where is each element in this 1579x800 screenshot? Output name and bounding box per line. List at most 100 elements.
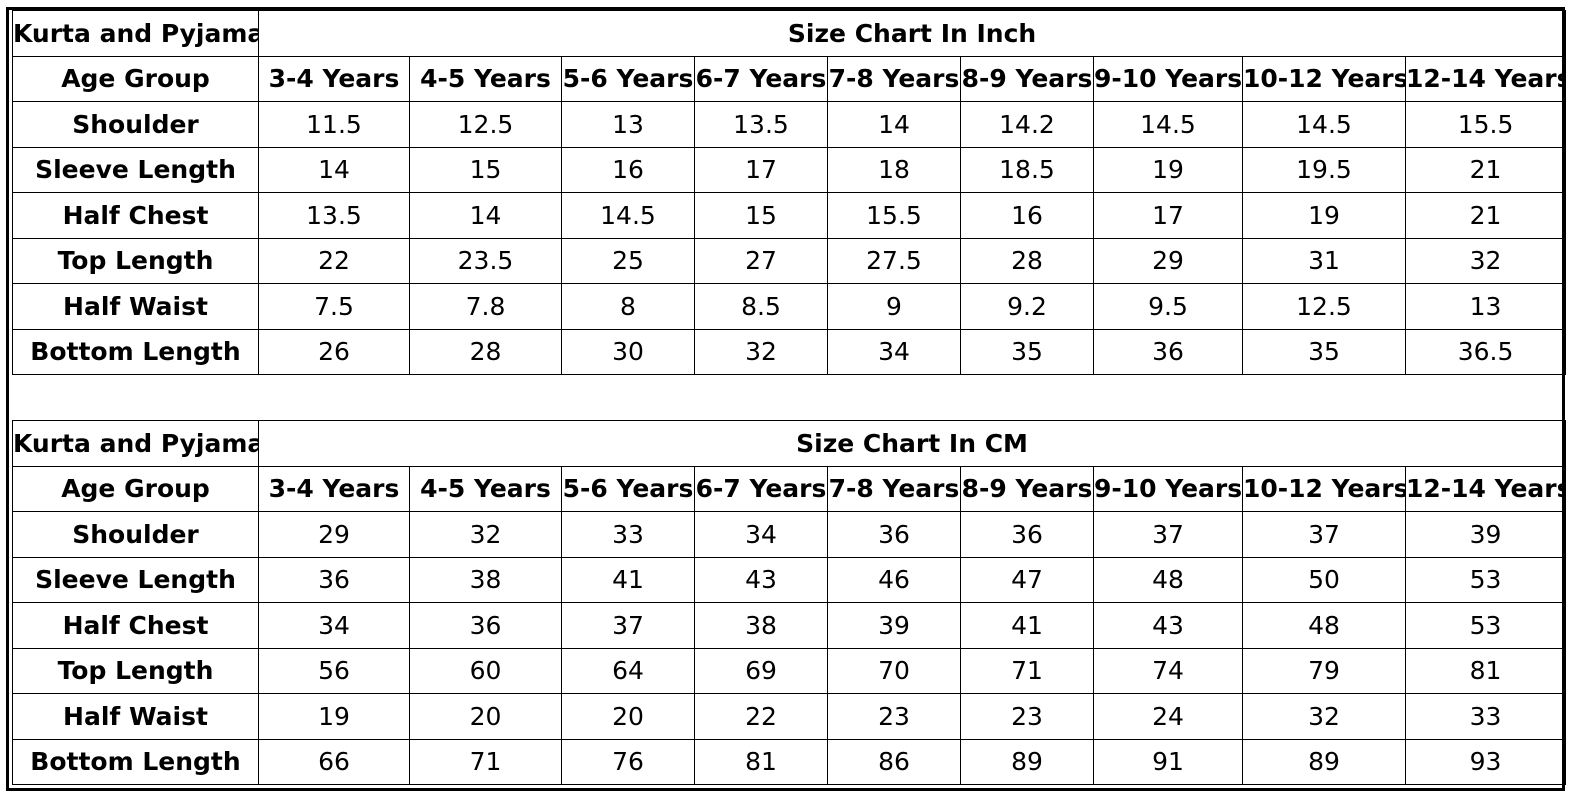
- age-column-header: 10-12 Years: [1242, 465, 1406, 512]
- size-chart-sheet: Kurta and Pyjama Size Chart In Inch Age Gr…: [6, 7, 1567, 791]
- measurement-label: Half Waist: [12, 693, 259, 740]
- measurement-row: Half Waist 19 20 20 22 23 23 24 32 33: [12, 693, 1567, 740]
- measurement-value: 37: [561, 602, 695, 649]
- measurement-value: 8: [561, 283, 695, 330]
- measurement-label: Sleeve Length: [12, 556, 259, 603]
- measurement-value: 38: [694, 602, 828, 649]
- age-group-label: Age Group: [12, 55, 259, 102]
- measurement-label: Top Length: [12, 647, 259, 694]
- measurement-value: 33: [561, 511, 695, 558]
- age-column-header: 3-4 Years: [258, 465, 410, 512]
- measurement-value: 14.5: [1093, 101, 1243, 148]
- measurement-value: 36: [960, 511, 1094, 558]
- measurement-value: 47: [960, 556, 1094, 603]
- spacer-row: [9, 380, 1562, 420]
- measurement-value: 30: [561, 328, 695, 375]
- age-column-header: 8-9 Years: [960, 55, 1094, 102]
- measurement-value: 19: [258, 693, 410, 740]
- size-chart-cm-table: Kurta and Pyjama Size Chart In CM Age Grou…: [12, 420, 1567, 785]
- measurement-value: 24: [1093, 693, 1243, 740]
- corner-label: Kurta and Pyjama: [12, 10, 259, 57]
- measurement-value: 14: [409, 192, 562, 239]
- measurement-value: 7.8: [409, 283, 562, 330]
- measurement-value: 20: [409, 693, 562, 740]
- age-group-row: Age Group 3-4 Years 4-5 Years 5-6 Years 6-7 …: [12, 465, 1567, 512]
- measurement-value: 64: [561, 647, 695, 694]
- measurement-value: 48: [1242, 602, 1406, 649]
- measurement-value: 39: [827, 602, 961, 649]
- measurement-value: 11.5: [258, 101, 410, 148]
- measurement-value: 31: [1242, 237, 1406, 284]
- age-column-header: 9-10 Years: [1093, 465, 1243, 512]
- age-column-header: 7-8 Years: [827, 55, 961, 102]
- measurement-value: 9.5: [1093, 283, 1243, 330]
- measurement-value: 9: [827, 283, 961, 330]
- measurement-value: 48: [1093, 556, 1243, 603]
- measurement-value: 50: [1242, 556, 1406, 603]
- measurement-row: Sleeve Length 14 15 16 17 18 18.5 19 19.5 21: [12, 146, 1567, 193]
- measurement-value: 15: [409, 146, 562, 193]
- measurement-row: Half Chest 13.5 14 14.5 15 15.5 16 17 19 21: [12, 192, 1567, 239]
- title-row: Kurta and Pyjama Size Chart In Inch: [12, 10, 1567, 57]
- age-column-header: 7-8 Years: [827, 465, 961, 512]
- measurement-value: 76: [561, 738, 695, 785]
- measurement-row: Half Chest 34 36 37 38 39 41 43 48 53: [12, 602, 1567, 649]
- measurement-value: 16: [960, 192, 1094, 239]
- measurement-value: 15: [694, 192, 828, 239]
- measurement-value: 13: [561, 101, 695, 148]
- measurement-value: 21: [1404, 192, 1567, 239]
- measurement-row: Shoulder 29 32 33 34 36 36 37 37 39: [12, 511, 1567, 558]
- measurement-value: 27: [694, 237, 828, 284]
- measurement-row: Sleeve Length 36 38 41 43 46 47 48 50 53: [12, 556, 1567, 603]
- age-column-header: 4-5 Years: [409, 465, 562, 512]
- measurement-value: 53: [1404, 602, 1567, 649]
- measurement-label: Bottom Length: [12, 738, 259, 785]
- measurement-value: 7.5: [258, 283, 410, 330]
- measurement-value: 34: [827, 328, 961, 375]
- measurement-label: Shoulder: [12, 511, 259, 558]
- measurement-value: 29: [1093, 237, 1243, 284]
- age-column-header: 12-14 Years: [1404, 465, 1567, 512]
- corner-label: Kurta and Pyjama: [12, 420, 259, 467]
- measurement-value: 19: [1242, 192, 1406, 239]
- measurement-value: 19: [1093, 146, 1243, 193]
- age-column-header: 3-4 Years: [258, 55, 410, 102]
- measurement-value: 15.5: [1404, 101, 1567, 148]
- measurement-value: 36: [827, 511, 961, 558]
- age-column-header: 5-6 Years: [561, 55, 695, 102]
- measurement-value: 26: [258, 328, 410, 375]
- measurement-value: 91: [1093, 738, 1243, 785]
- measurement-value: 25: [561, 237, 695, 284]
- measurement-value: 43: [1093, 602, 1243, 649]
- measurement-value: 39: [1404, 511, 1567, 558]
- measurement-row: Bottom Length 66 71 76 81 86 89 91 89 93: [12, 738, 1567, 785]
- measurement-row: Shoulder 11.5 12.5 13 13.5 14 14.2 14.5 14.5 15.5: [12, 101, 1567, 148]
- measurement-value: 66: [258, 738, 410, 785]
- chart-title: Size Chart In Inch: [257, 10, 1567, 57]
- measurement-value: 36: [258, 556, 410, 603]
- measurement-value: 14.5: [1242, 101, 1406, 148]
- measurement-value: 37: [1093, 511, 1243, 558]
- measurement-row: Half Waist 7.5 7.8 8 8.5 9 9.2 9.5 12.5 13: [12, 283, 1567, 330]
- measurement-value: 70: [827, 647, 961, 694]
- measurement-value: 79: [1242, 647, 1406, 694]
- measurement-value: 56: [258, 647, 410, 694]
- measurement-value: 13.5: [258, 192, 410, 239]
- age-column-header: 12-14 Years: [1404, 55, 1567, 102]
- measurement-label: Sleeve Length: [12, 146, 259, 193]
- measurement-value: 81: [1404, 647, 1567, 694]
- measurement-value: 60: [409, 647, 562, 694]
- measurement-value: 35: [960, 328, 1094, 375]
- measurement-value: 53: [1404, 556, 1567, 603]
- age-column-header: 6-7 Years: [694, 465, 828, 512]
- measurement-value: 19.5: [1242, 146, 1406, 193]
- measurement-value: 14.5: [561, 192, 695, 239]
- measurement-value: 32: [694, 328, 828, 375]
- measurement-value: 86: [827, 738, 961, 785]
- measurement-value: 38: [409, 556, 562, 603]
- measurement-value: 32: [409, 511, 562, 558]
- measurement-value: 8.5: [694, 283, 828, 330]
- measurement-value: 43: [694, 556, 828, 603]
- measurement-value: 23: [827, 693, 961, 740]
- age-column-header: 6-7 Years: [694, 55, 828, 102]
